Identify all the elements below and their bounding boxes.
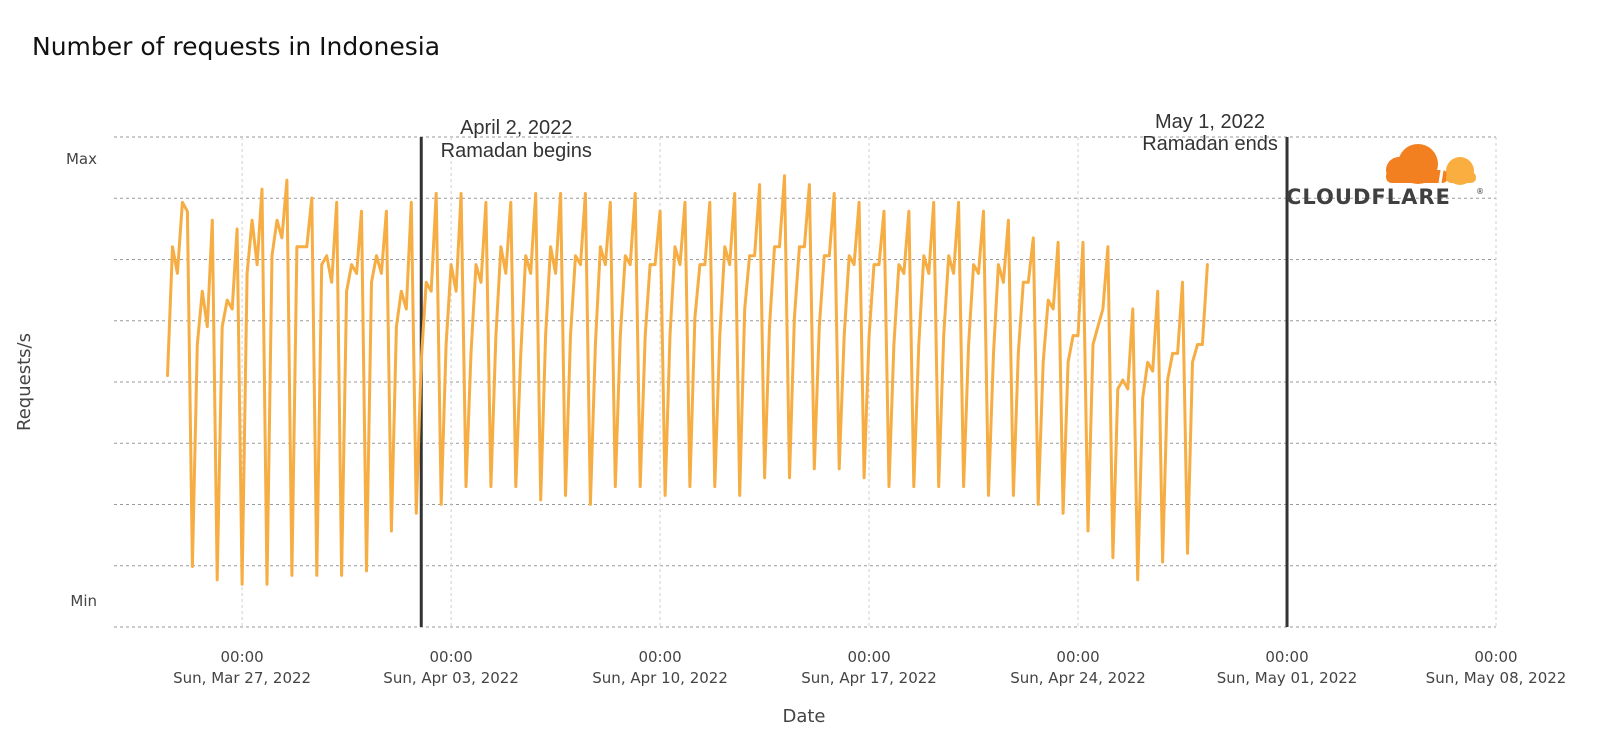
y-tick-label-min: Min (70, 592, 97, 610)
annotation-date-label: April 2, 2022 (460, 117, 572, 139)
x-tick-time-label: 00:00 (1474, 648, 1517, 666)
x-tick-time-label: 00:00 (429, 648, 472, 666)
x-tick-time-label: 00:00 (221, 648, 264, 666)
y-axis-label: Requests/s (14, 333, 35, 431)
x-axis-label: Date (782, 706, 825, 727)
x-tick-date-label: Sun, Apr 10, 2022 (592, 669, 728, 687)
x-tick-time-label: 00:00 (1265, 648, 1308, 666)
x-tick-time-label: 00:00 (847, 648, 890, 666)
series-line-requests (166, 174, 1209, 586)
x-tick-time-label: 00:00 (638, 648, 681, 666)
x-tick-date-label: Sun, May 08, 2022 (1426, 669, 1567, 687)
x-tick-date-label: Sun, Mar 27, 2022 (173, 669, 311, 687)
annotation-date-label: May 1, 2022 (1155, 111, 1265, 133)
annotation-event-label: Ramadan ends (1142, 133, 1278, 155)
x-tick-date-label: Sun, Apr 24, 2022 (1010, 669, 1146, 687)
labels-layer: 00:00 Sun, Mar 27, 2022 00:00 Sun, Apr 03, … (66, 111, 1566, 687)
logo-wordmark: CLOUDFLARE (1286, 185, 1451, 209)
x-tick-date-label: Sun, Apr 17, 2022 (801, 669, 937, 687)
annotation-event-label: Ramadan begins (441, 140, 592, 162)
y-tick-label-max: Max (66, 150, 97, 168)
cloud-icon (1386, 144, 1476, 185)
cloudflare-logo: CLOUDFLARE ® (1286, 144, 1484, 209)
chart-title: Number of requests in Indonesia (32, 32, 441, 61)
x-tick-time-label: 00:00 (1056, 648, 1099, 666)
x-tick-date-label: Sun, Apr 03, 2022 (383, 669, 519, 687)
x-tick-date-label: Sun, May 01, 2022 (1217, 669, 1358, 687)
registered-mark: ® (1476, 187, 1484, 196)
